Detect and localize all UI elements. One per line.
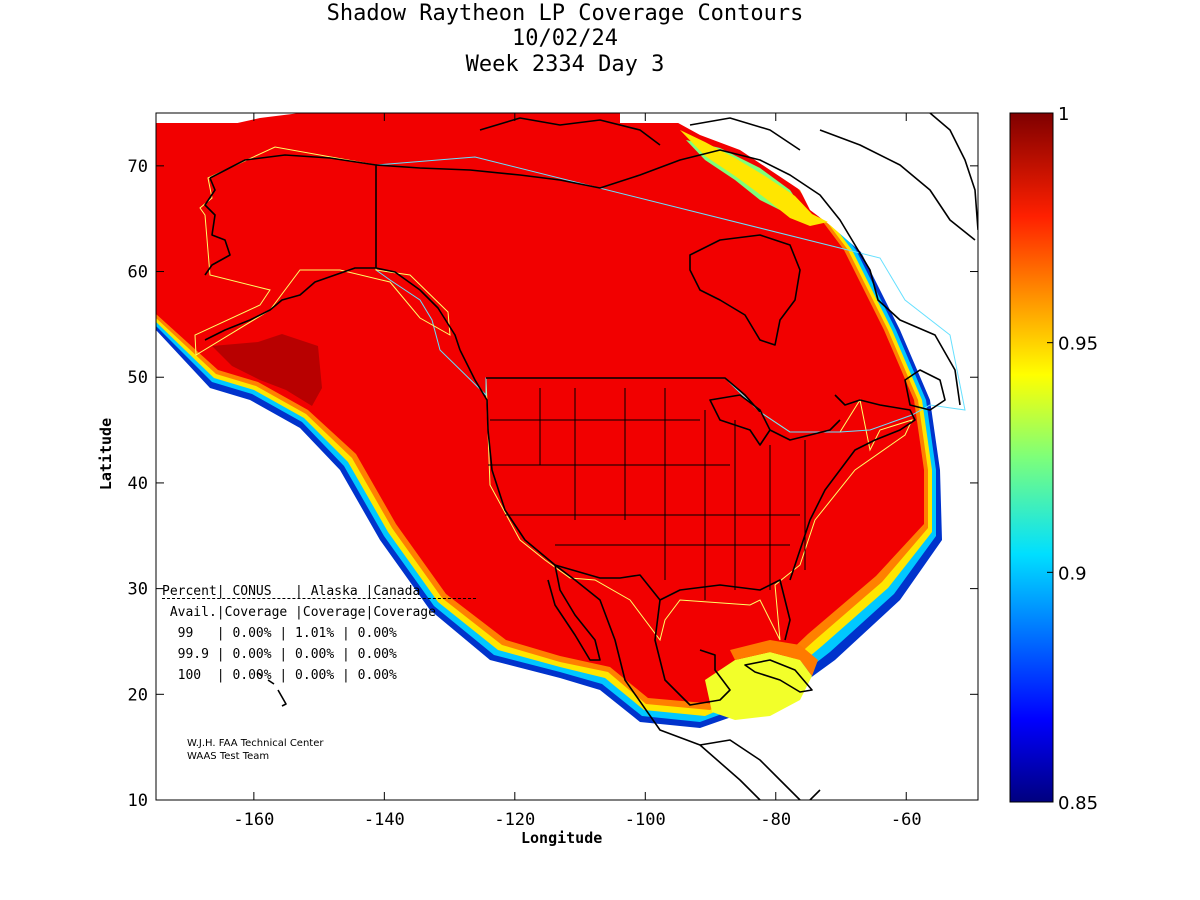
- colorbar-tick-label: 0.95: [1058, 334, 1098, 355]
- coverage-caribbean-yellow: [705, 652, 812, 720]
- colorbar-ticks: 0.85 0.9 0.95 1: [1047, 104, 1098, 814]
- y-tick-label: 20: [128, 685, 148, 705]
- gulf-coast: [654, 579, 791, 706]
- greenland-coast: [929, 113, 978, 231]
- alaska-region-outline: [194, 146, 451, 356]
- chart-title-line-1: Shadow Raytheon LP Coverage Contours: [326, 1, 804, 26]
- x-tick-label: -120: [494, 810, 535, 830]
- y-tick-label: 30: [128, 580, 148, 600]
- east-coast: [789, 394, 916, 581]
- coverage-pocket-white: [660, 113, 978, 470]
- coastlines: [204, 113, 978, 800]
- table-row-99-9: 99.9 | 0.00% | 0.00% | 0.00%: [162, 647, 397, 662]
- x-tick-label: -60: [891, 810, 922, 830]
- colorbar: 0.85 0.9 0.95 1: [1009, 104, 1098, 814]
- plot-frame: [155, 112, 979, 801]
- colorbar-tick-label: 1: [1058, 104, 1069, 125]
- y-tick-label: 40: [128, 474, 148, 494]
- colorbar-tick-label: 0.9: [1058, 563, 1087, 584]
- credit-line-1: W.J.H. FAA Technical Center: [187, 738, 324, 749]
- x-tick-label: -80: [760, 810, 791, 830]
- table-header-1: Percent| CONUS | Alaska |Canada: [162, 584, 421, 599]
- us-state-boundaries: [488, 388, 806, 600]
- region-outlines: [194, 146, 966, 642]
- axis-ticks: -160 -140 -120 -100 -80 -60 10 20 30 40 50 60 70: [128, 113, 978, 830]
- credit-line-2: WAAS Test Team: [187, 751, 270, 762]
- y-tick-label: 60: [128, 263, 148, 283]
- x-tick-label: -100: [625, 810, 666, 830]
- west-coast: [459, 349, 761, 800]
- colorbar-tick-label: 0.85: [1058, 793, 1098, 814]
- y-tick-label: 50: [128, 368, 148, 388]
- canada-region-outline: [375, 156, 966, 433]
- hawaii-islands: [257, 672, 287, 707]
- chart-title-line-3: Week 2334 Day 3: [465, 52, 665, 77]
- alaska-coastline: [204, 154, 461, 351]
- great-lakes: [709, 394, 841, 446]
- credit-block: W.J.H. FAA Technical Center WAAS Test Te…: [187, 737, 323, 763]
- x-tick-label: -140: [364, 810, 405, 830]
- chart-title-line-2: 10/02/24: [512, 26, 618, 51]
- table-header-dash-line: [162, 598, 476, 599]
- canada-arctic-coastline: [375, 149, 961, 406]
- y-tick-label: 70: [128, 157, 148, 177]
- coverage-pocket-yellow-fringe: [680, 130, 828, 226]
- arctic-islands: [479, 117, 976, 241]
- central-america: [699, 739, 821, 800]
- y-axis-label: Latitude: [97, 417, 116, 491]
- table-row-100: 100 | 0.00% | 0.00% | 0.00%: [162, 668, 397, 683]
- us-canada-border: [486, 377, 761, 413]
- us-mexico-border: [554, 564, 661, 601]
- x-tick-label: -160: [233, 810, 274, 830]
- y-tick-label: 10: [128, 791, 148, 811]
- coverage-peak-region: [212, 334, 322, 406]
- conus-region-outline: [485, 377, 913, 642]
- coverage-caribbean-orange: [730, 640, 818, 676]
- table-row-99: 99 | 0.00% | 1.01% | 0.00%: [162, 626, 397, 641]
- coverage-top-left-block: [156, 113, 296, 123]
- table-header-2: Avail.|Coverage |Coverage|Coverage: [162, 605, 436, 620]
- baja-peninsula: [547, 564, 601, 661]
- map-area: [156, 113, 978, 800]
- colorbar-gradient: [1009, 112, 1054, 803]
- cuba: [744, 659, 813, 693]
- coverage-top-left-shape: [156, 113, 620, 165]
- hudson-bay-coastline: [689, 234, 801, 346]
- coverage-table: Percent| CONUS | Alaska |Canada Avail.|C…: [162, 560, 436, 707]
- x-axis-label: Longitude: [521, 829, 603, 847]
- newfoundland: [904, 369, 946, 411]
